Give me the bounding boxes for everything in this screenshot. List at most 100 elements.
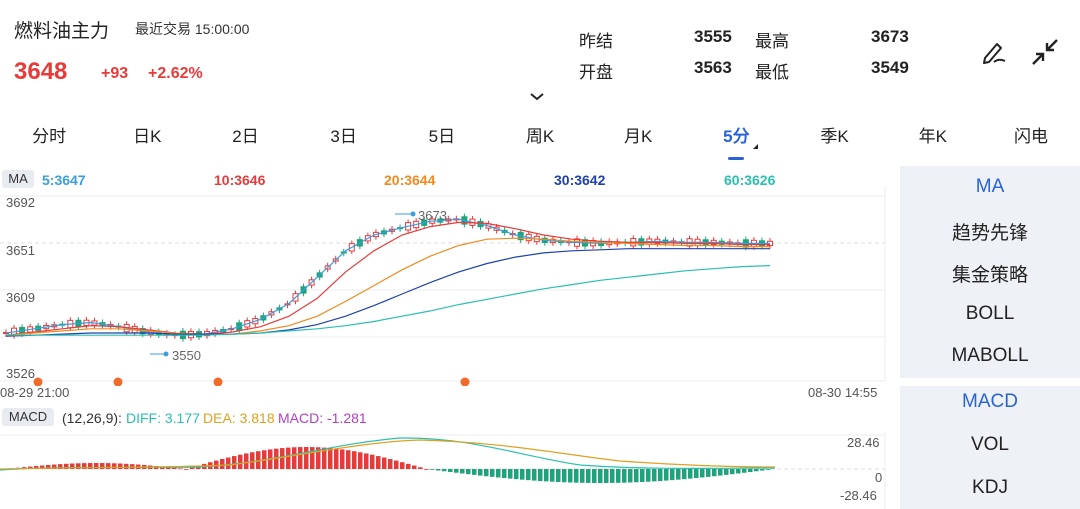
- indicator-ma[interactable]: MA: [975, 176, 1005, 197]
- indicator-maboll[interactable]: MABOLL: [951, 345, 1029, 366]
- macd-bar: [766, 469, 771, 470]
- macd-bar: [244, 453, 249, 469]
- macd-bar: [562, 469, 567, 483]
- indicator-trend[interactable]: 趋势先锋: [951, 223, 1028, 244]
- macd-bar: [736, 469, 741, 474]
- macd-bar: [328, 448, 333, 469]
- macd-bar: [370, 454, 375, 469]
- macd-bar: [682, 469, 687, 480]
- tab-5min[interactable]: 5分: [687, 118, 785, 160]
- tab-label: 3日: [330, 127, 357, 146]
- macd-bar: [130, 464, 135, 469]
- macd-bar: [52, 464, 57, 469]
- tab-5day[interactable]: 5日: [393, 118, 491, 158]
- event-marker[interactable]: [213, 377, 223, 387]
- macd-bar: [376, 456, 381, 469]
- price-tick: 3692: [6, 195, 35, 210]
- macd-bar: [70, 463, 75, 469]
- macd-bar: [40, 465, 45, 469]
- macd-bar: [364, 453, 369, 469]
- macd-bar: [418, 467, 423, 469]
- tab-label: 2日: [232, 127, 259, 146]
- tab-intraday[interactable]: 分时: [0, 118, 98, 158]
- tab-label: 日K: [133, 127, 162, 146]
- draw-pen-icon[interactable]: [979, 36, 1009, 71]
- tab-label: 分时: [32, 127, 67, 146]
- indicator-panel: MA 趋势先锋 集金策略 BOLL MABOLL MACD VOL KDJ: [900, 166, 1080, 509]
- macd-bar: [490, 469, 495, 477]
- macd-bar: [598, 469, 603, 483]
- indicator-vol[interactable]: VOL: [970, 434, 1010, 455]
- indicator-kdj[interactable]: KDJ: [972, 477, 1008, 498]
- price-change-pct: +2.62%: [148, 65, 203, 82]
- macd-bar: [28, 466, 33, 469]
- macd-bar: [628, 469, 633, 483]
- macd-bar: [496, 469, 501, 478]
- tab-flash[interactable]: 闪电: [982, 118, 1080, 158]
- macd-dea: DEA: 3.818: [203, 410, 275, 426]
- macd-bar: [502, 469, 507, 479]
- macd-bar: [604, 469, 609, 483]
- kline-chart[interactable]: 3673 3550: [0, 186, 895, 386]
- low-annotation: 3550: [150, 348, 201, 363]
- macd-bar: [394, 460, 399, 469]
- macd-bar: [358, 452, 363, 469]
- macd-bar: [730, 469, 735, 475]
- macd-bar: [688, 469, 693, 479]
- macd-bar: [250, 452, 255, 469]
- dea-line: [0, 439, 776, 470]
- tab-weekly[interactable]: 周K: [491, 118, 589, 158]
- macd-bar: [664, 469, 669, 481]
- macd-bar: [64, 463, 69, 469]
- macd-bar: [238, 454, 243, 469]
- ma60-legend: 60:3626: [724, 172, 776, 188]
- expand-chevron-icon[interactable]: [529, 88, 545, 106]
- macd-bar: [442, 469, 447, 472]
- macd-bar: [190, 467, 195, 469]
- price-change: +93: [101, 65, 129, 82]
- macd-bar: [748, 469, 753, 473]
- macd-bar: [460, 469, 465, 474]
- macd-bar: [412, 465, 417, 469]
- low-annotation-label: 3550: [172, 348, 201, 363]
- macd-bar: [106, 463, 111, 469]
- collapse-icon[interactable]: [1031, 38, 1059, 71]
- tab-label: 年K: [918, 127, 947, 146]
- macd-bar: [214, 460, 219, 469]
- macd-bar: [256, 451, 261, 469]
- macd-chart[interactable]: [0, 432, 895, 509]
- tab-2day[interactable]: 2日: [196, 118, 294, 158]
- tab-3day[interactable]: 3日: [295, 118, 393, 158]
- macd-bar: [658, 469, 663, 481]
- macd-bar: [616, 469, 621, 483]
- macd-bar: [334, 448, 339, 469]
- event-marker[interactable]: [33, 377, 43, 387]
- time-start-label: 08-29 21:00: [0, 385, 70, 400]
- macd-bar: [340, 449, 345, 469]
- event-marker[interactable]: [113, 377, 123, 387]
- macd-tick: -28.46: [840, 488, 877, 503]
- tab-monthly[interactable]: 月K: [589, 118, 687, 158]
- event-marker[interactable]: [460, 377, 470, 387]
- macd-params: (12,26,9):: [62, 410, 122, 426]
- macd-tick: 28.46: [847, 435, 880, 450]
- macd-tick: 0: [875, 470, 883, 485]
- indicator-strategy[interactable]: 集金策略: [951, 265, 1028, 286]
- macd-bar: [478, 469, 483, 476]
- ma5-legend: 5:3647: [42, 172, 86, 188]
- open-value: 3563: [694, 58, 732, 77]
- tab-quarterly[interactable]: 季K: [786, 118, 884, 158]
- macd-bar: [178, 468, 183, 470]
- macd-bar: [514, 469, 519, 480]
- macd-badge[interactable]: MACD: [2, 408, 54, 426]
- macd-bar: [286, 447, 291, 469]
- indicator-boll[interactable]: BOLL: [965, 303, 1015, 324]
- macd-bar: [532, 469, 537, 481]
- tab-yearly[interactable]: 年K: [884, 118, 982, 158]
- tab-daily[interactable]: 日K: [98, 118, 196, 158]
- ma-badge[interactable]: MA: [2, 170, 34, 188]
- high-annotation-label: 3673: [418, 208, 447, 223]
- macd-bar: [556, 469, 561, 483]
- indicator-macd[interactable]: MACD: [962, 391, 1018, 412]
- macd-bar: [568, 469, 573, 483]
